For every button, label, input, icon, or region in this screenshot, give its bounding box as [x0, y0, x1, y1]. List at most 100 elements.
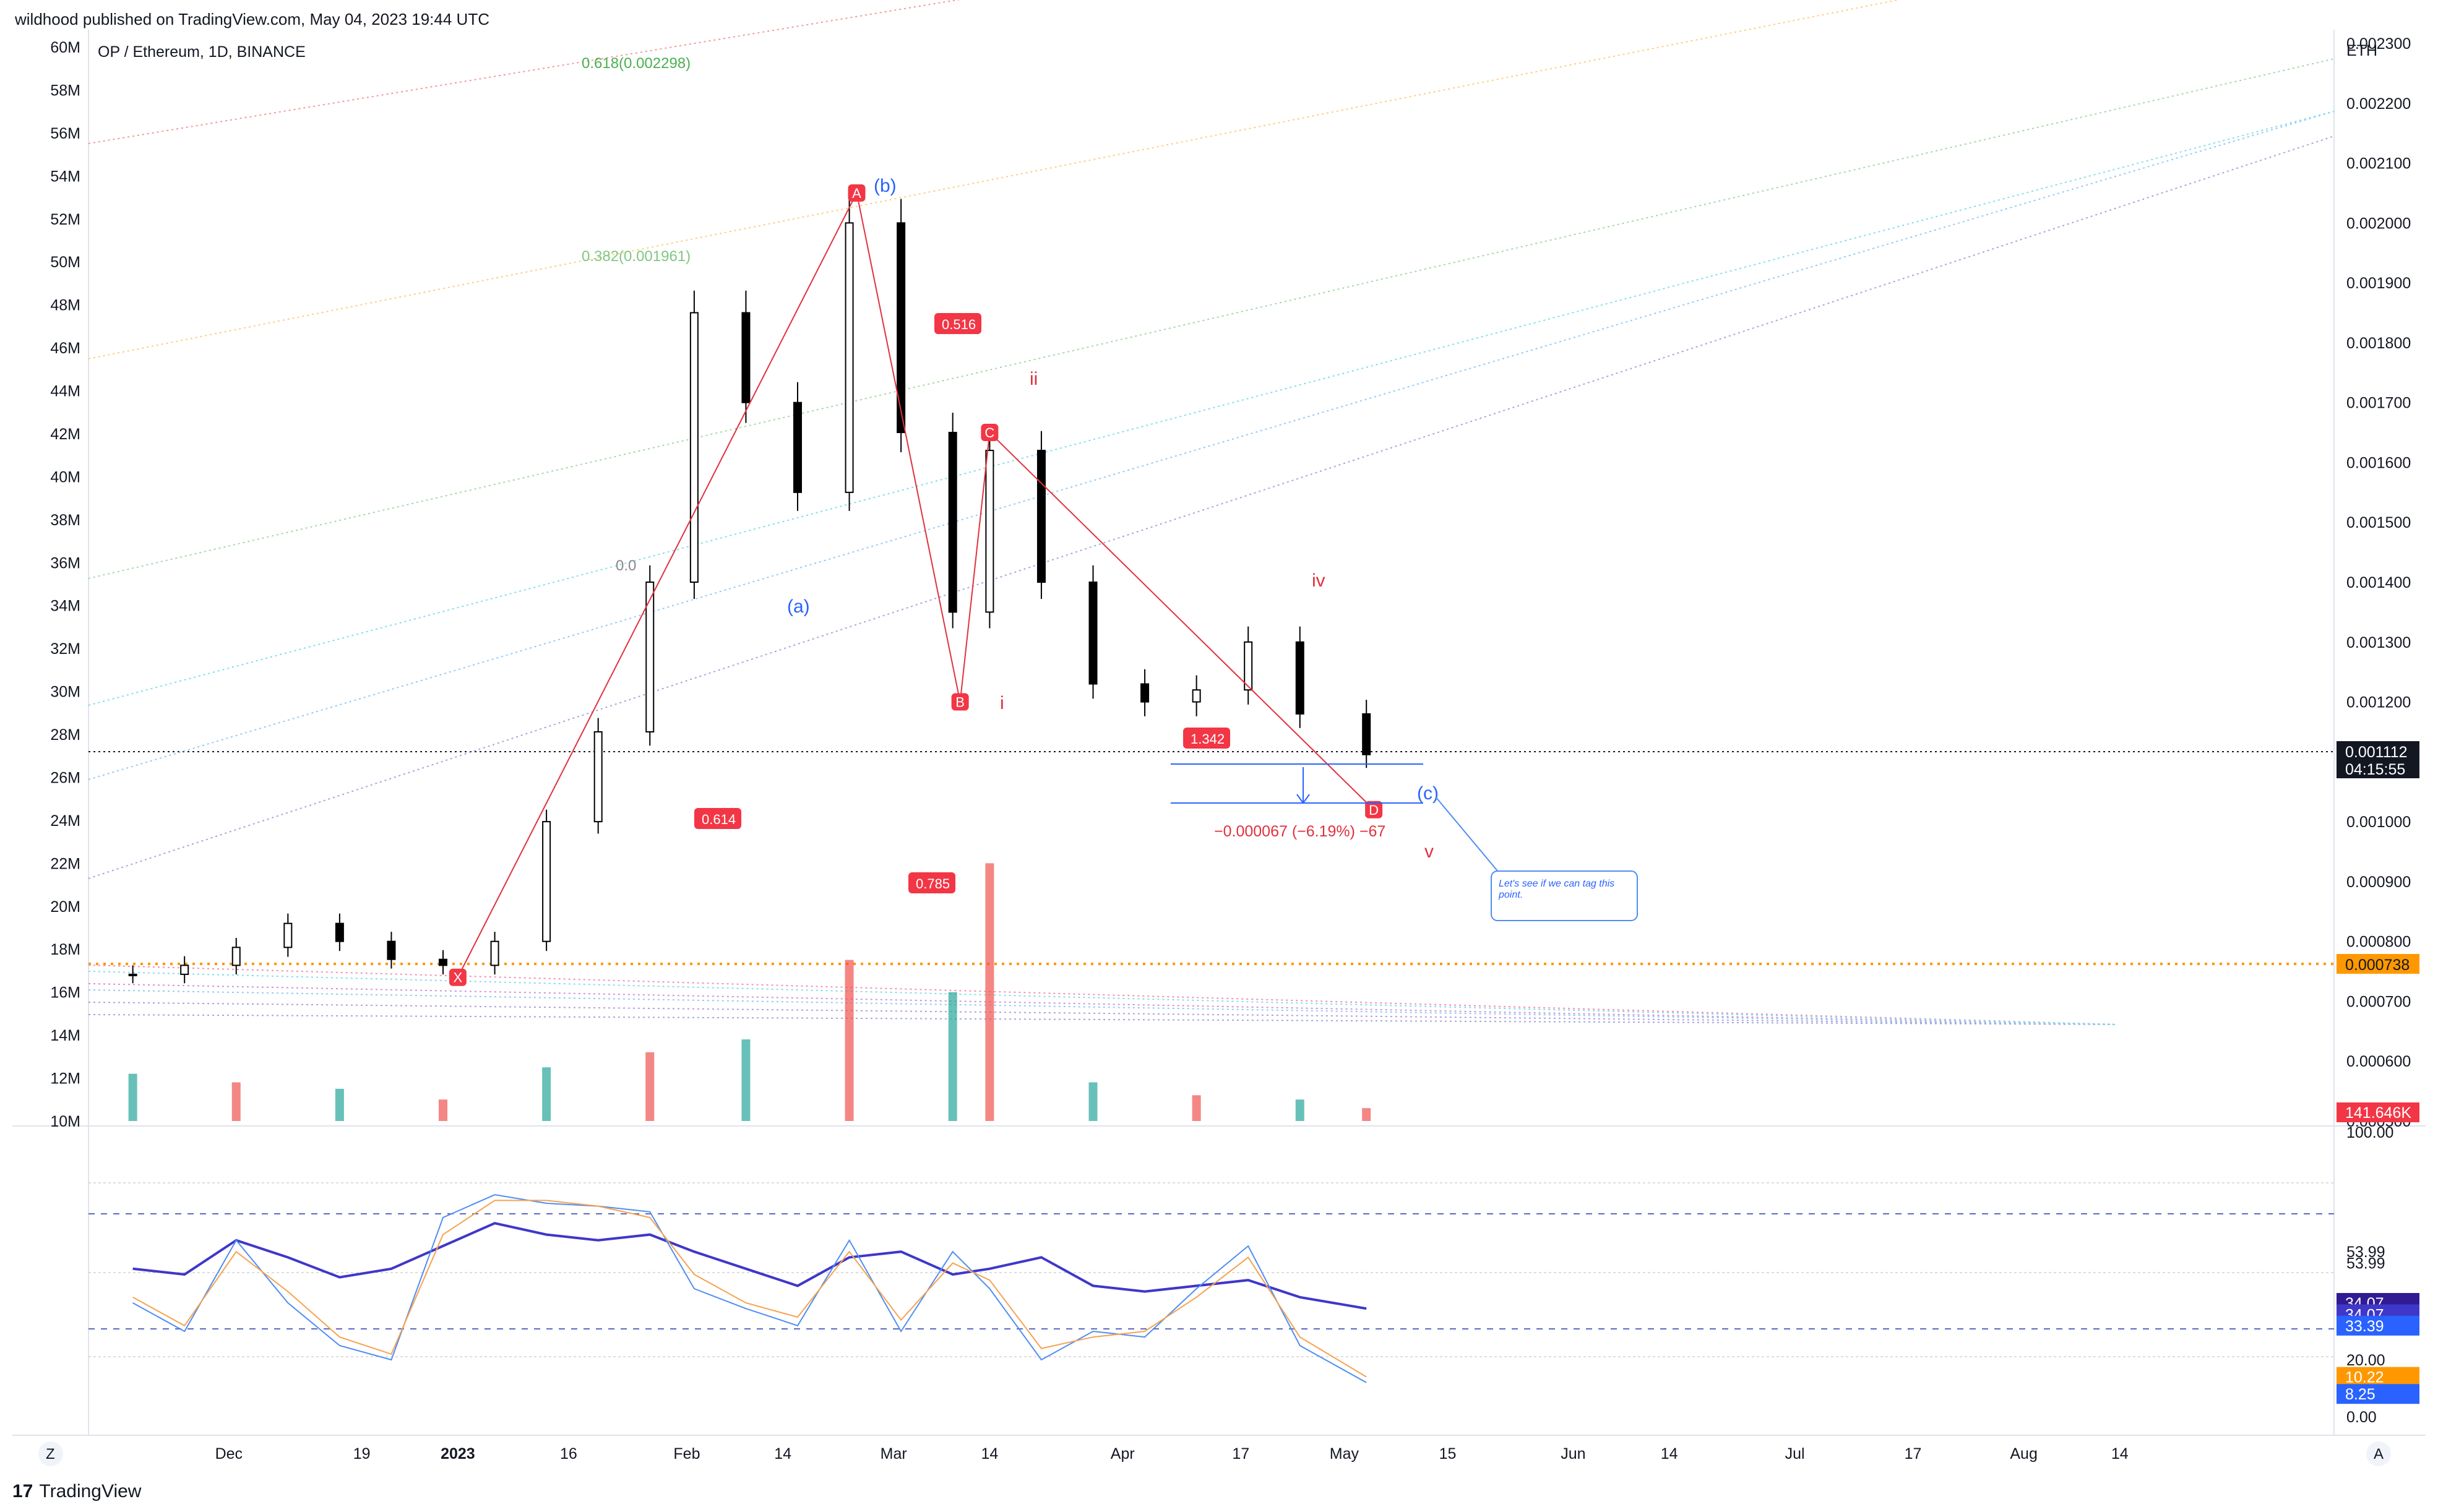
footer: 17 TradingView [0, 1472, 2438, 1512]
time-tick: 14 [981, 1445, 998, 1463]
oscillator-tag-label: 33.39 [2345, 1318, 2384, 1335]
fan-line [88, 0, 961, 144]
candle-body [335, 922, 344, 942]
pattern-point-tag [449, 968, 467, 986]
time-axis[interactable]: Dec 19 2023 16 Feb 14 Mar 14 Apr 17 May 15 Jun 14 Jul 1… [215, 1445, 2129, 1463]
volume-bar [231, 1082, 241, 1121]
wave-label-ii: ii [1030, 369, 1038, 389]
time-tick: 16 [560, 1445, 577, 1463]
volume-tick: 14M [50, 1027, 80, 1044]
fib-label-0618: 0.618(0.002298) [582, 55, 691, 72]
volume-tick: 30M [50, 684, 80, 701]
oscillator-tick: 100.00 [2346, 1124, 2393, 1141]
volume-bar [948, 992, 957, 1121]
wave-label-c: (c) [1417, 783, 1439, 804]
oscillator-line [132, 1222, 1367, 1310]
candle-body [948, 432, 957, 613]
price-tick: 0.000900 [2346, 874, 2411, 891]
pattern-point-tag [848, 184, 866, 202]
fan-line [88, 964, 2117, 1025]
time-tick: Jun [1561, 1445, 1585, 1463]
candle-body [387, 940, 396, 960]
oscillator-tick: 53.99 [2346, 1255, 2385, 1273]
svg-text:0.614: 0.614 [702, 812, 736, 827]
oscillator-line [132, 1200, 1367, 1378]
volume-tick: 34M [50, 598, 80, 615]
volume-bar [645, 1052, 655, 1121]
oscillator-lines [132, 1194, 1367, 1383]
fan-line [88, 989, 2117, 1025]
volume-tick: 18M [50, 941, 80, 958]
time-tick: Jul [1785, 1445, 1805, 1463]
svg-text:0.785: 0.785 [916, 876, 950, 891]
candle-body [1088, 582, 1098, 685]
ratio-tag-1342: 1.342 [1183, 728, 1230, 749]
price-tick: 0.001400 [2346, 574, 2411, 591]
fan-line [88, 1014, 2117, 1025]
volume-bars [128, 863, 1371, 1121]
chart-title: OP / Ethereum, 1D, BINANCE [98, 43, 306, 61]
price-axis[interactable]: 0.002300 0.002200 0.002100 0.002000 0.001900… [2346, 35, 2411, 1130]
candle-body [741, 312, 751, 403]
candle-body [1140, 683, 1150, 703]
volume-tick: 46M [50, 340, 80, 357]
volume-tick: 42M [50, 426, 80, 443]
volume-tick: 20M [50, 898, 80, 916]
svg-text:A: A [2374, 1446, 2384, 1463]
time-tick: Feb [673, 1445, 700, 1463]
note-callout[interactable]: Let's see if we can tag this point. [1435, 796, 1638, 921]
time-tick: 15 [1439, 1445, 1457, 1463]
volume-tick: 40M [50, 468, 80, 486]
volume-tick: 60M [50, 39, 80, 56]
pattern-point-label: A [852, 186, 861, 201]
volume-bar [1362, 1108, 1371, 1121]
price-tick: 0.002000 [2346, 215, 2411, 232]
price-candles [128, 199, 1371, 984]
volume-tick: 26M [50, 769, 80, 786]
price-tick: 0.001900 [2346, 275, 2411, 292]
pattern-point-tag [1365, 801, 1383, 818]
fib-label-0382: 0.382(0.001961) [582, 248, 691, 265]
level-price-tag: 0.000738 [2337, 954, 2419, 974]
volume-bar [542, 1067, 551, 1121]
ratio-tag-0614: 0.614 [694, 808, 741, 829]
volume-bar [1088, 1082, 1098, 1121]
oscillator-tag-label: 10.22 [2345, 1369, 2384, 1386]
tradingview-logo-icon: 17 [12, 1481, 33, 1501]
volume-bar [439, 1099, 447, 1121]
price-tick: 0.001600 [2346, 454, 2411, 471]
harmonic-pattern[interactable]: X A B C D [449, 184, 1383, 986]
time-tick: 14 [1661, 1445, 1678, 1463]
fan-line [88, 111, 2335, 780]
oscillator-tag-label: 8.25 [2345, 1386, 2376, 1403]
time-tick: 2023 [441, 1445, 475, 1463]
volume-tick: 58M [50, 82, 80, 99]
oscillator-line [132, 1194, 1367, 1383]
time-tick: 17 [1232, 1445, 1249, 1463]
price-tick: 0.001800 [2346, 335, 2411, 352]
svg-text:Z: Z [46, 1446, 55, 1463]
price-tick: 0.001000 [2346, 814, 2411, 831]
candle-body [1244, 641, 1253, 691]
candle-body [793, 402, 802, 493]
volume-tick: 24M [50, 812, 80, 830]
auto-scale-left-button[interactable]: Z [38, 1441, 63, 1466]
fan-line [88, 1002, 2117, 1025]
volume-tick: 50M [50, 254, 80, 271]
tradingview-brand[interactable]: 17 TradingView [12, 1481, 141, 1502]
publish-header: wildhood published on TradingView.com, M… [0, 0, 2438, 36]
candle-body [180, 964, 189, 975]
volume-tick: 48M [50, 297, 80, 314]
auto-scale-right-button[interactable]: A [2366, 1441, 2391, 1466]
volume-bar [845, 960, 854, 1121]
pattern-point-label: X [454, 970, 463, 986]
candle-body [689, 312, 699, 583]
price-tick: 0.001500 [2346, 514, 2411, 531]
wave-label-b: (b) [874, 176, 897, 196]
time-tick: 19 [353, 1445, 371, 1463]
time-tick: Aug [2010, 1445, 2037, 1463]
volume-bar [335, 1088, 344, 1121]
candle-body [1192, 689, 1201, 703]
volume-tick: 16M [50, 984, 80, 1002]
